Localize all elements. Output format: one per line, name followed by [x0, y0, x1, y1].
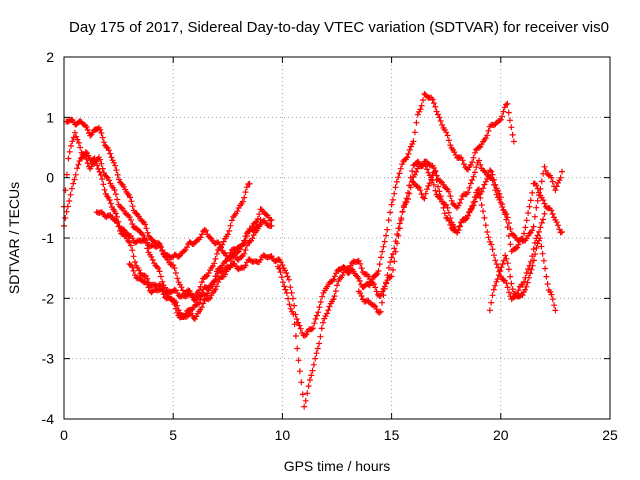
y-tick-label: 2	[46, 49, 54, 65]
axis-ticks: 0 5 10 15 20 25 -4 -3 -2 -1 0 1 2	[42, 49, 618, 443]
y-tick-label: 0	[46, 170, 54, 186]
plus-markers-track-9	[410, 157, 565, 245]
plus-markers-track-5	[126, 217, 275, 322]
y-tick-label: -2	[42, 290, 55, 306]
series-track-5	[126, 217, 275, 322]
series-track-4	[93, 209, 275, 304]
series-track-6	[268, 91, 517, 339]
y-axis-label: SDTVAR / TECUs	[6, 182, 22, 294]
plus-markers-track-10	[486, 235, 559, 314]
y-tick-label: -1	[42, 230, 55, 246]
series-track-9	[410, 157, 565, 245]
chart-title: Day 175 of 2017, Sidereal Day-to-day VTE…	[69, 19, 609, 36]
x-tick-label: 20	[493, 427, 509, 443]
x-tick-label: 15	[384, 427, 400, 443]
y-tick-label: 1	[46, 109, 54, 125]
x-axis-label: GPS time / hours	[284, 458, 391, 474]
x-tick-label: 10	[275, 427, 291, 443]
plus-markers-track-6	[268, 91, 517, 339]
plus-markers-track-4	[93, 209, 275, 304]
x-tick-label: 0	[60, 427, 68, 443]
y-tick-label: -3	[42, 351, 55, 367]
y-tick-label: -4	[42, 411, 55, 427]
x-tick-label: 5	[169, 427, 177, 443]
data-series	[61, 91, 565, 410]
x-tick-label: 25	[602, 427, 618, 443]
series-track-10	[486, 235, 559, 314]
